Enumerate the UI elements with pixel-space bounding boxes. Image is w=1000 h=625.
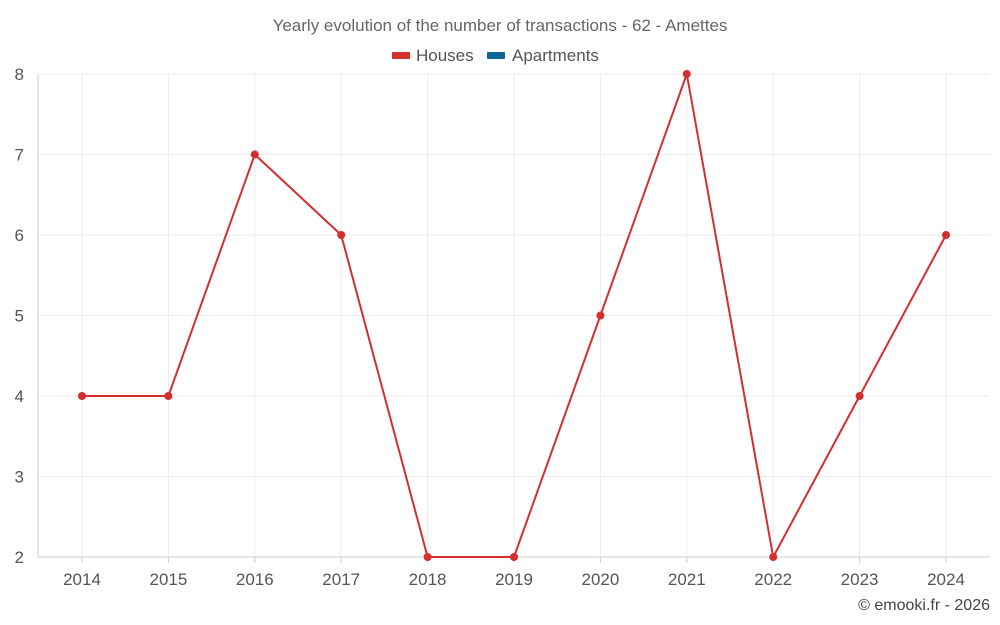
data-point-houses-2014[interactable] bbox=[78, 392, 86, 400]
y-tick-label: 7 bbox=[15, 146, 24, 165]
y-tick-labels: 2 3 4 5 6 7 8 bbox=[15, 65, 24, 567]
chart-title: Yearly evolution of the number of transa… bbox=[273, 16, 728, 35]
x-tick-label: 2020 bbox=[581, 570, 619, 589]
data-point-houses-2019[interactable] bbox=[510, 553, 518, 561]
legend-label-apartments: Apartments bbox=[512, 46, 599, 65]
x-tick-label: 2015 bbox=[149, 570, 187, 589]
data-point-houses-2017[interactable] bbox=[337, 231, 346, 239]
y-tick-label: 3 bbox=[15, 468, 24, 487]
data-point-houses-2024[interactable] bbox=[942, 231, 950, 239]
legend-swatch-apartments bbox=[487, 52, 505, 59]
x-tick-label: 2014 bbox=[63, 570, 101, 589]
x-tick-label: 2016 bbox=[236, 570, 274, 589]
x-tick-label: 2021 bbox=[668, 570, 706, 589]
data-point-houses-2015[interactable] bbox=[164, 392, 173, 400]
x-tick-label: 2024 bbox=[927, 570, 965, 589]
x-tick-label: 2022 bbox=[754, 570, 792, 589]
data-point-houses-2022[interactable] bbox=[769, 553, 778, 561]
data-point-houses-2023[interactable] bbox=[855, 392, 864, 400]
legend: Houses Apartments bbox=[392, 46, 599, 65]
y-tick-label: 6 bbox=[15, 226, 24, 245]
y-tick-label: 5 bbox=[15, 307, 24, 326]
data-point-houses-2018[interactable] bbox=[423, 553, 432, 561]
data-point-houses-2020[interactable] bbox=[596, 311, 605, 320]
legend-item-apartments[interactable]: Apartments bbox=[487, 46, 599, 65]
legend-item-houses[interactable]: Houses bbox=[392, 46, 474, 65]
x-tick-label: 2019 bbox=[495, 570, 533, 589]
x-tick-labels: 2014 2015 2016 2017 2018 2019 2020 2021 2022 2023… bbox=[63, 570, 965, 589]
credit: © emooki.fr - 2026 bbox=[858, 597, 990, 614]
x-tick-label: 2018 bbox=[409, 570, 447, 589]
x-tick-label: 2023 bbox=[841, 570, 879, 589]
legend-swatch-houses bbox=[392, 52, 410, 59]
data-point-houses-2021[interactable] bbox=[682, 70, 691, 78]
x-tick-label: 2017 bbox=[322, 570, 360, 589]
legend-label-houses: Houses bbox=[416, 46, 474, 65]
y-tick-label: 8 bbox=[15, 65, 24, 84]
series-houses bbox=[78, 70, 950, 561]
data-point-houses-2016[interactable] bbox=[250, 150, 259, 159]
y-tick-label: 2 bbox=[15, 548, 24, 567]
y-tick-label: 4 bbox=[15, 387, 24, 406]
grid bbox=[38, 73, 990, 557]
